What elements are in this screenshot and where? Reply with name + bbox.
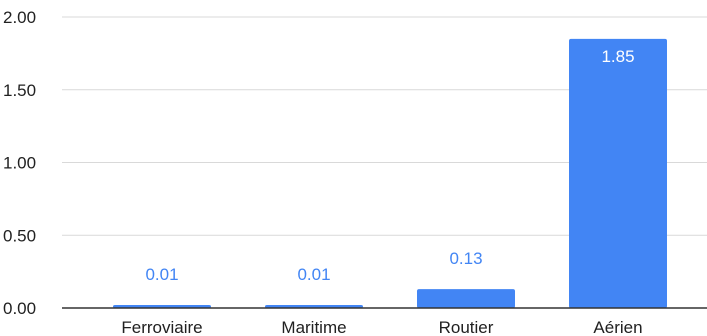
- data-label: 1.85: [601, 47, 634, 66]
- data-labels: 0.01 0.01 0.13 1.85: [145, 47, 634, 284]
- x-category-label: Aérien: [593, 318, 642, 336]
- y-tick-label: 1.50: [3, 81, 36, 100]
- bar-routier: [417, 289, 515, 308]
- x-category-label: Ferroviaire: [121, 318, 202, 336]
- y-tick-label: 1.00: [3, 154, 36, 173]
- x-axis-category-labels: Ferroviaire Maritime Routier Aérien: [121, 318, 642, 336]
- bars: [113, 38, 667, 308]
- x-category-label: Routier: [439, 318, 494, 336]
- y-tick-label: 0.00: [3, 299, 36, 318]
- data-label: 0.01: [145, 265, 178, 284]
- y-tick-label: 2.00: [3, 8, 36, 27]
- y-axis-tick-labels: 0.00 0.50 1.00 1.50 2.00: [3, 8, 36, 318]
- data-label: 0.13: [449, 249, 482, 268]
- x-category-label: Maritime: [281, 318, 346, 336]
- y-tick-label: 0.50: [3, 226, 36, 245]
- data-label: 0.01: [297, 265, 330, 284]
- bar-aérien: [569, 38, 667, 308]
